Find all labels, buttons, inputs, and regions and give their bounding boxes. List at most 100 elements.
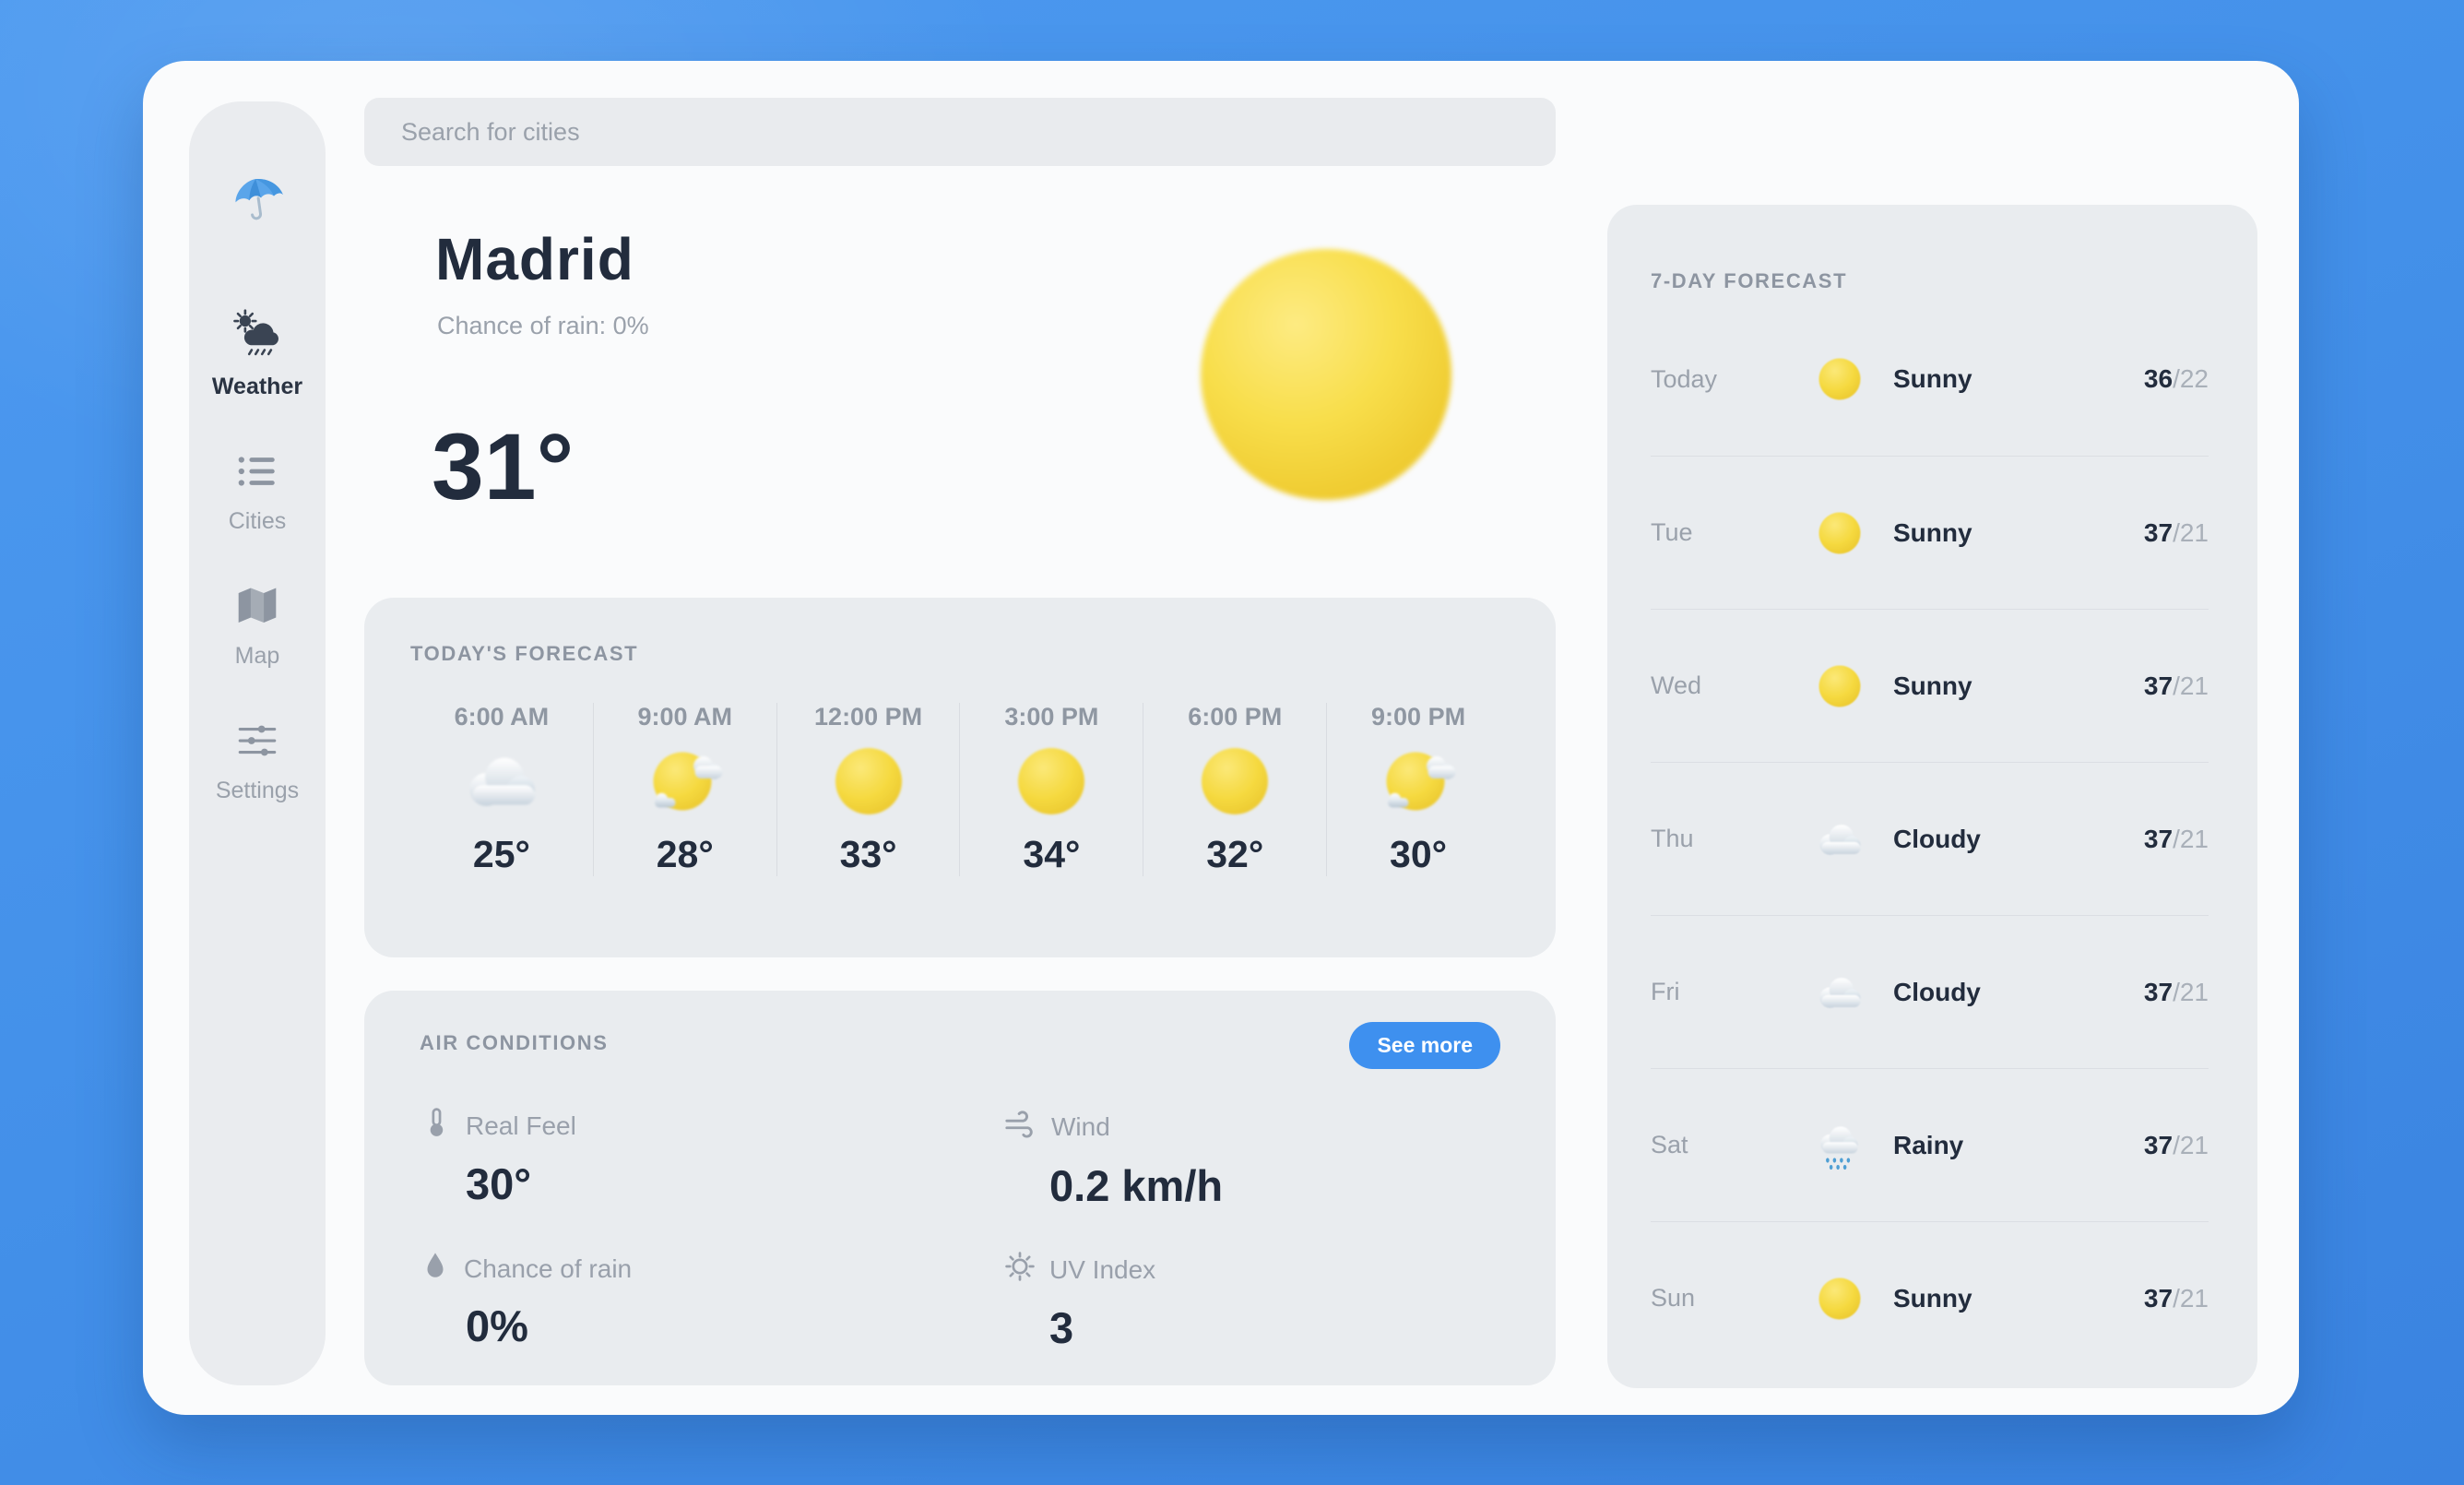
- day-row-thu: Thu Cloudy 37/21: [1651, 762, 2209, 915]
- day-low-temp: /21: [2173, 824, 2209, 853]
- sunny-icon: [1812, 1271, 1867, 1326]
- metric-value: 0%: [466, 1301, 528, 1350]
- metric-label-text: Real Feel: [466, 1111, 576, 1140]
- sliders-icon: [234, 718, 280, 768]
- metric-uv-index: UV Index 3: [1003, 1250, 1510, 1394]
- hour-item: 6:00 AM 25°: [410, 703, 593, 876]
- day-name: Today: [1651, 364, 1718, 393]
- search-input[interactable]: [364, 98, 1556, 166]
- hour-time: 9:00 AM: [637, 703, 732, 731]
- sunny-icon: [1812, 351, 1867, 407]
- hour-time: 6:00 PM: [1188, 703, 1283, 731]
- hour-item: 9:00 PM 30°: [1326, 703, 1510, 876]
- day-low-temp: /21: [2173, 1283, 2209, 1313]
- cloudy-icon: [1812, 965, 1867, 1020]
- sun-rain-cloud-icon: [231, 308, 283, 364]
- partly-cloudy-icon: [1374, 737, 1463, 826]
- umbrella-logo-icon: [228, 168, 287, 227]
- wind-icon: [1003, 1106, 1038, 1147]
- day-condition: Sunny: [1893, 671, 1972, 700]
- hour-time: 9:00 PM: [1371, 703, 1466, 731]
- hour-temp: 25°: [472, 833, 530, 875]
- day-condition: Sunny: [1893, 364, 1972, 393]
- list-icon: [234, 448, 280, 499]
- metric-value: 3: [1049, 1303, 1074, 1352]
- sunny-icon: [1812, 659, 1867, 714]
- hour-time: 3:00 PM: [1004, 703, 1099, 731]
- day-low-temp: /21: [2173, 671, 2209, 700]
- day-name: Sat: [1651, 1131, 1688, 1158]
- sidebar: Weather Cities: [189, 101, 326, 1385]
- hour-time: 12:00 PM: [814, 703, 923, 731]
- hour-temp: 32°: [1206, 833, 1264, 875]
- thermometer-icon: [420, 1106, 453, 1146]
- rainy-icon: [1812, 1118, 1867, 1173]
- sidebar-item-weather[interactable]: Weather: [212, 308, 302, 400]
- raindrop-icon: [420, 1250, 451, 1288]
- air-conditions-grid: Real Feel 30° Wind 0.2 km/h: [420, 1106, 1510, 1394]
- air-conditions-panel: AIR CONDITIONS See more Real Feel 30°: [364, 991, 1556, 1385]
- day-high-temp: 37: [2143, 517, 2174, 547]
- uv-icon: [1003, 1250, 1037, 1289]
- cloudy-icon: [457, 737, 546, 826]
- day-condition: Cloudy: [1893, 977, 1981, 1006]
- map-icon: [234, 583, 280, 634]
- sidebar-nav: Weather Cities: [212, 308, 302, 804]
- day-low-temp: /21: [2173, 1130, 2209, 1159]
- hour-temp: 34°: [1023, 833, 1081, 875]
- sidebar-item-label: Weather: [211, 374, 303, 399]
- see-more-button[interactable]: See more: [1349, 1022, 1500, 1069]
- city-name: Madrid: [435, 226, 634, 292]
- air-conditions-title: AIR CONDITIONS: [420, 1031, 609, 1054]
- cloudy-icon: [1812, 812, 1867, 867]
- metric-label-text: Wind: [1051, 1111, 1110, 1141]
- day-name: Tue: [1651, 518, 1693, 546]
- sidebar-item-label: Cities: [228, 508, 287, 534]
- hour-time: 6:00 AM: [454, 703, 550, 731]
- day-high-temp: 37: [2143, 1130, 2174, 1159]
- partly-cloudy-icon: [641, 737, 729, 826]
- hour-item: 12:00 PM 33°: [776, 703, 960, 876]
- day-low-temp: /21: [2173, 517, 2209, 547]
- todays-forecast-panel: TODAY'S FORECAST 6:00 AM 25° 9:00 AM 28°…: [364, 598, 1556, 957]
- sidebar-item-label: Map: [234, 643, 280, 669]
- sunny-icon: [824, 737, 913, 826]
- day-condition: Cloudy: [1893, 824, 1981, 853]
- day-name: Thu: [1651, 825, 1694, 852]
- day-low-temp: /21: [2173, 977, 2209, 1006]
- sunny-icon: [1812, 505, 1867, 561]
- day-name: Wed: [1651, 671, 1702, 699]
- sidebar-item-label: Settings: [215, 778, 300, 803]
- sun-3d-icon: [1201, 249, 1451, 500]
- day-name: Fri: [1651, 978, 1680, 1005]
- hour-temp: 33°: [839, 833, 897, 875]
- day-high-temp: 37: [2143, 671, 2174, 700]
- todays-forecast-title: TODAY'S FORECAST: [410, 642, 639, 665]
- metric-wind: Wind 0.2 km/h: [1003, 1106, 1510, 1250]
- day-row-sun: Sun Sunny 37/21: [1651, 1221, 2209, 1374]
- day-name: Sun: [1651, 1284, 1696, 1312]
- day-condition: Sunny: [1893, 517, 1972, 547]
- sidebar-item-map[interactable]: Map: [234, 583, 280, 670]
- metric-real-feel: Real Feel 30°: [420, 1106, 1003, 1250]
- day-row-sat: Sat Rainy 37/21: [1651, 1068, 2209, 1221]
- sidebar-item-settings[interactable]: Settings: [216, 718, 299, 804]
- day-condition: Rainy: [1893, 1130, 1964, 1159]
- sunny-icon: [1007, 737, 1096, 826]
- day-condition: Sunny: [1893, 1283, 1972, 1313]
- sidebar-item-cities[interactable]: Cities: [228, 448, 287, 535]
- seven-day-forecast-title: 7-DAY FORECAST: [1651, 269, 1848, 292]
- day-high-temp: 37: [2143, 1283, 2174, 1313]
- metric-value: 0.2 km/h: [1049, 1161, 1224, 1210]
- seven-day-forecast-list: Today Sunny 36/22 Tue Sunny 37/21 Wed: [1651, 303, 2209, 1374]
- hourly-forecast-list: 6:00 AM 25° 9:00 AM 28° 12:00 PM 33°: [410, 703, 1510, 876]
- day-low-temp: /22: [2173, 364, 2209, 393]
- metric-label-text: Chance of rain: [464, 1253, 633, 1283]
- day-high-temp: 37: [2143, 824, 2174, 853]
- hour-item: 6:00 PM 32°: [1143, 703, 1326, 876]
- hour-temp: 28°: [656, 833, 714, 875]
- day-row-wed: Wed Sunny 37/21: [1651, 609, 2209, 762]
- day-row-fri: Fri Cloudy 37/21: [1651, 915, 2209, 1068]
- hour-item: 3:00 PM 34°: [959, 703, 1143, 876]
- metric-label-text: UV Index: [1049, 1254, 1156, 1284]
